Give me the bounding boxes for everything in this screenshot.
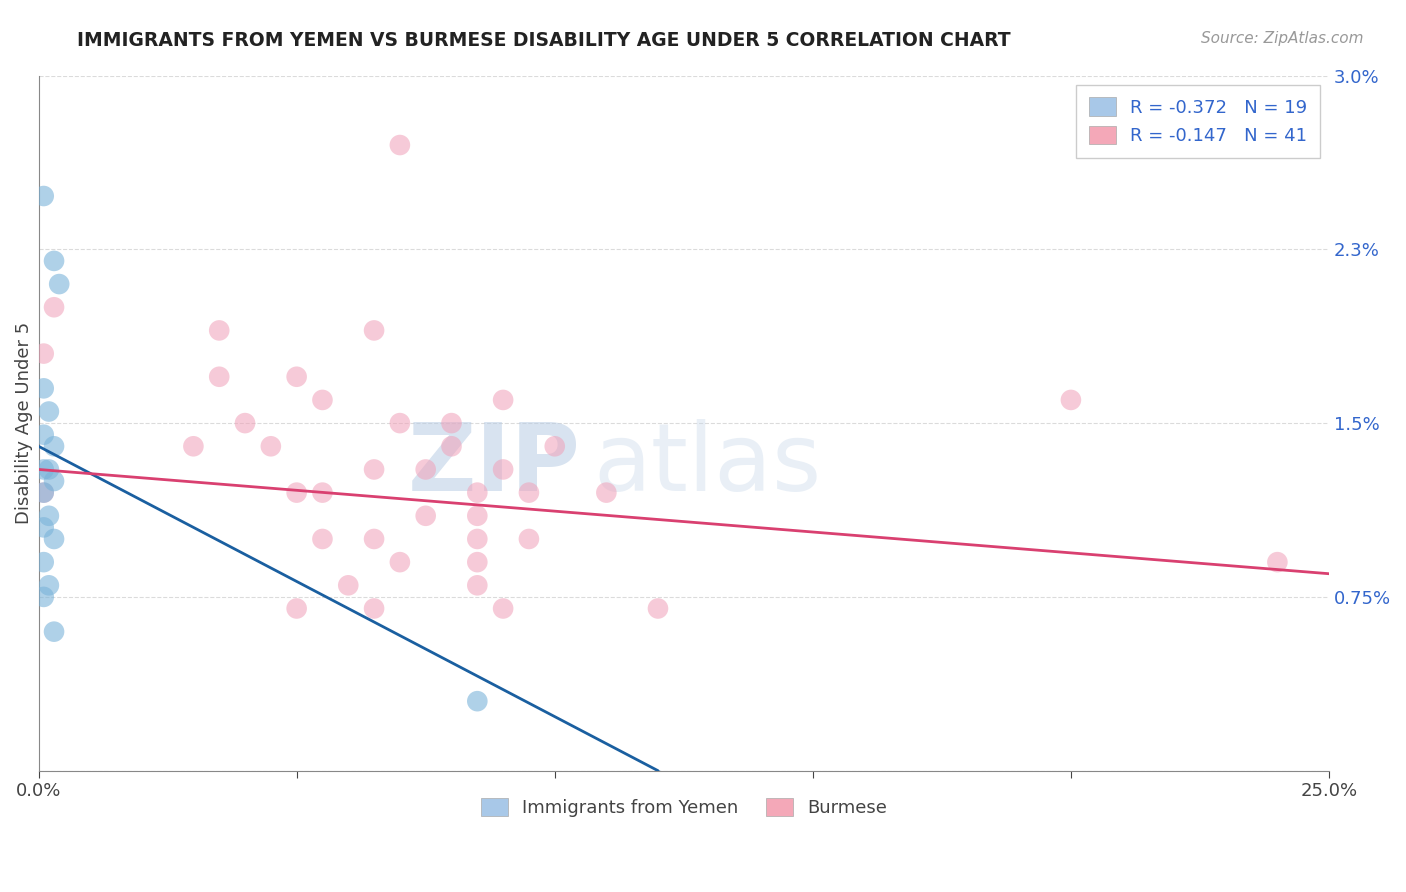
Point	[183, 439, 205, 453]
Point	[388, 555, 411, 569]
Point	[415, 462, 437, 476]
Point	[1060, 392, 1083, 407]
Point	[465, 532, 488, 546]
Point	[32, 485, 55, 500]
Text: Source: ZipAtlas.com: Source: ZipAtlas.com	[1201, 31, 1364, 46]
Point	[32, 555, 55, 569]
Point	[544, 439, 567, 453]
Point	[363, 323, 385, 337]
Point	[233, 416, 256, 430]
Point	[32, 520, 55, 534]
Point	[311, 485, 333, 500]
Point	[42, 532, 65, 546]
Point	[492, 601, 515, 615]
Point	[48, 277, 70, 291]
Point	[311, 392, 333, 407]
Point	[465, 694, 488, 708]
Point	[38, 578, 60, 592]
Point	[363, 601, 385, 615]
Point	[440, 416, 463, 430]
Point	[492, 392, 515, 407]
Point	[465, 485, 488, 500]
Point	[492, 462, 515, 476]
Point	[32, 590, 55, 604]
Point	[208, 369, 231, 384]
Legend: Immigrants from Yemen, Burmese: Immigrants from Yemen, Burmese	[474, 790, 894, 824]
Point	[415, 508, 437, 523]
Point	[32, 381, 55, 395]
Point	[517, 485, 540, 500]
Point	[595, 485, 617, 500]
Point	[42, 300, 65, 314]
Text: atlas: atlas	[593, 419, 821, 511]
Point	[647, 601, 669, 615]
Point	[517, 532, 540, 546]
Point	[285, 369, 308, 384]
Text: IMMIGRANTS FROM YEMEN VS BURMESE DISABILITY AGE UNDER 5 CORRELATION CHART: IMMIGRANTS FROM YEMEN VS BURMESE DISABIL…	[77, 31, 1011, 50]
Point	[363, 462, 385, 476]
Point	[285, 601, 308, 615]
Point	[32, 346, 55, 360]
Point	[38, 462, 60, 476]
Point	[208, 323, 231, 337]
Point	[42, 253, 65, 268]
Point	[388, 138, 411, 153]
Point	[363, 532, 385, 546]
Point	[1267, 555, 1289, 569]
Text: ZIP: ZIP	[408, 419, 581, 511]
Point	[440, 439, 463, 453]
Point	[465, 508, 488, 523]
Y-axis label: Disability Age Under 5: Disability Age Under 5	[15, 322, 32, 524]
Point	[38, 404, 60, 418]
Point	[32, 189, 55, 203]
Point	[260, 439, 283, 453]
Point	[42, 474, 65, 488]
Point	[388, 416, 411, 430]
Point	[465, 578, 488, 592]
Point	[32, 485, 55, 500]
Point	[38, 508, 60, 523]
Point	[32, 427, 55, 442]
Point	[32, 462, 55, 476]
Point	[42, 624, 65, 639]
Point	[465, 555, 488, 569]
Point	[42, 439, 65, 453]
Point	[311, 532, 333, 546]
Point	[285, 485, 308, 500]
Point	[337, 578, 360, 592]
